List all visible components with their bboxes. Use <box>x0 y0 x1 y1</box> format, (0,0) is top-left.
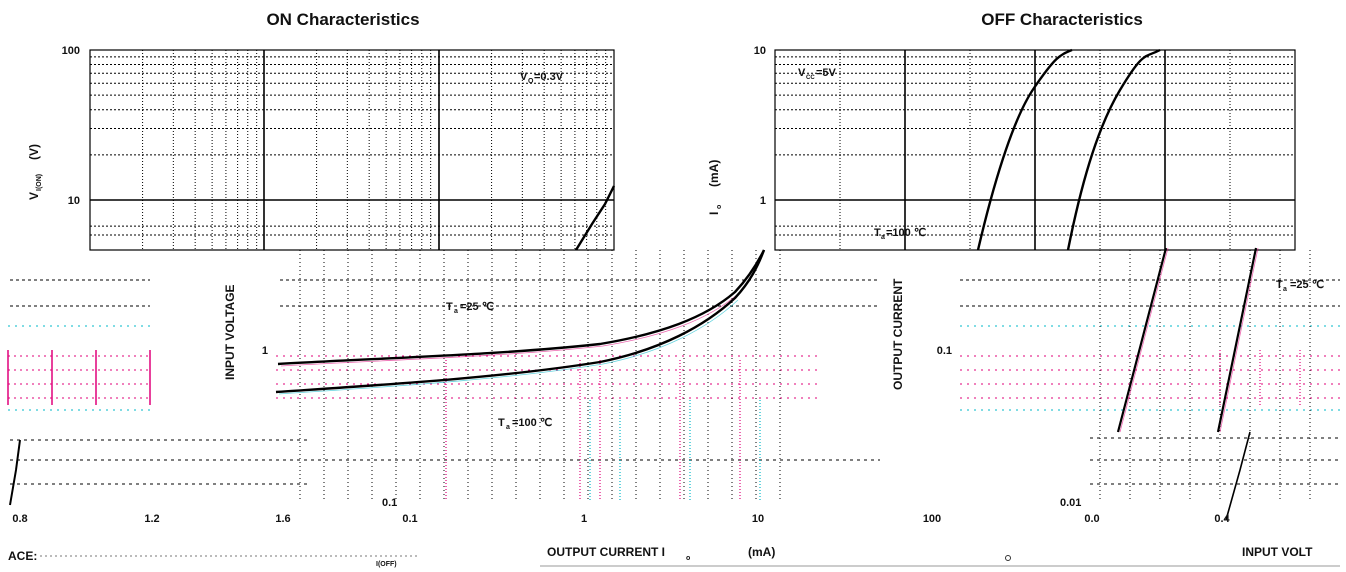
off-curve-ta25-ghost <box>1219 247 1259 433</box>
off-ta25-value: =25 ℃ <box>1290 279 1324 291</box>
on-xlabel-unit: (mA) <box>748 545 775 559</box>
bottom-dot <box>1005 555 1011 561</box>
middle-band: INPUT VOLTAGE OUTPUT CURRENT 1 0.1 0.1 0… <box>7 247 1340 521</box>
on-vo-sub: O <box>528 78 534 85</box>
mid-grid <box>7 250 1340 500</box>
off-curve-ta25 <box>1066 48 1161 251</box>
off-curve-ta100-lower <box>1116 247 1168 433</box>
off-ylabel-unit: (mA) <box>707 160 721 187</box>
on-chart: ON Characteristics 100 10 V I(ON) (V) V … <box>27 10 616 251</box>
on-ytick-label: 100 <box>62 45 80 57</box>
off-ta100-sub: a <box>881 234 885 241</box>
on-ylabel-vertical: INPUT VOLTAGE <box>223 284 237 380</box>
off-ytick-label: 0.01 <box>1060 497 1081 509</box>
on-ylabel: V I(ON) (V) <box>27 144 43 200</box>
on-ta25-value: =25 ℃ <box>460 301 494 313</box>
off-vcc-annotation: V CC =5V <box>798 67 837 81</box>
on-ta100-symbol: T <box>498 417 505 429</box>
on-ylabel-symbol: V <box>27 192 41 200</box>
on-xlabel-text: OUTPUT CURRENT I <box>547 545 665 559</box>
on-xtick-label: 10 <box>752 513 764 525</box>
off-ta100-symbol: T <box>874 227 881 239</box>
bottom-labels: ACE: I(OFF) OUTPUT CURRENT I o (mA) INPU… <box>8 545 1340 568</box>
off-xtick-label: 0.4 <box>1214 513 1230 525</box>
off-xlabel-text: INPUT VOLT <box>1242 545 1313 559</box>
off-vcc-value: =5V <box>816 67 837 79</box>
off-curve-ta100-ghost <box>1119 247 1169 433</box>
on-ylabel-sub: I(ON) <box>36 174 43 191</box>
off-ylabel-sub: o <box>716 205 723 209</box>
on-ytick-label: 1 <box>262 345 268 357</box>
on-xlabel: OUTPUT CURRENT I o (mA) <box>547 545 775 562</box>
off-ta100-value: =100 ℃ <box>886 227 926 239</box>
on-ylabel-unit: (V) <box>27 144 41 160</box>
left-xtick-label: 1.6 <box>275 513 290 525</box>
off-chart-title: OFF Characteristics <box>981 10 1143 29</box>
on-curve-ta100 <box>275 249 766 394</box>
on-xtick-label: 100 <box>923 513 941 525</box>
on-curve-top <box>574 185 616 251</box>
on-ta100-value: =100 ℃ <box>512 417 552 429</box>
on-grid <box>90 50 614 250</box>
off-ytick-label: 10 <box>754 45 766 57</box>
on-curve-ta25-ghost <box>280 293 739 367</box>
off-curve-ta25-lower <box>1216 247 1258 433</box>
off-chart: OFF Characteristics 10 1 I o (mA) V CC =… <box>707 10 1296 251</box>
left-xlabel-fragment: ACE: <box>8 549 37 563</box>
on-xtick-label: 1 <box>581 513 587 525</box>
off-ta25-symbol: T <box>1276 279 1283 291</box>
on-xtick-label: 0.1 <box>402 513 417 525</box>
off-ta25-sub: a <box>1283 286 1287 293</box>
off-vcc-symbol: V <box>798 67 806 79</box>
on-vo-symbol: V <box>520 71 528 83</box>
off-ylabel-vertical: OUTPUT CURRENT <box>891 278 905 390</box>
off-ta25-annotation: T a =25 ℃ <box>1276 279 1324 293</box>
on-chart-title: ON Characteristics <box>266 10 419 29</box>
on-ta25-annotation: T a =25 ℃ <box>446 301 494 315</box>
on-plot-frame <box>89 49 615 251</box>
on-ta100-annotation: T a =100 ℃ <box>498 417 552 431</box>
on-ytick-label: 0.1 <box>382 497 397 509</box>
on-ta25-sub: a <box>454 308 458 315</box>
bottom-ticks: 0.8 1.2 1.6 0.1 1 10 100 0.0 0.4 <box>12 513 1230 525</box>
off-ta100-annotation: T a =100 ℃ <box>874 227 926 241</box>
on-ta25-symbol: T <box>446 301 453 313</box>
off-curve-fragment <box>1225 431 1251 521</box>
on-curve-ta25 <box>277 249 766 366</box>
on-ytick-label: 10 <box>68 195 80 207</box>
on-vo-annotation: V O =0.3V <box>520 71 564 85</box>
on-xlabel-sub: o <box>686 555 690 562</box>
off-ytick-label: 0.1 <box>937 345 952 357</box>
off-ylabel: I o (mA) <box>707 160 723 215</box>
off-xtick-label: 0.0 <box>1084 513 1099 525</box>
off-ytick-label: 1 <box>760 195 766 207</box>
on-curve-ta100-ghost <box>278 299 739 395</box>
on-ta100-sub: a <box>506 424 510 431</box>
left-curve-fragment <box>9 439 21 506</box>
on-vo-value: =0.3V <box>534 71 564 83</box>
left-xtick-label: 0.8 <box>12 513 27 525</box>
off-curve-ta100 <box>976 48 1073 251</box>
off-ylabel-symbol: I <box>707 212 721 215</box>
off-vcc-sub: CC <box>806 75 815 81</box>
left-xtick-label: 1.2 <box>144 513 159 525</box>
off-current-subscript: I(OFF) <box>376 561 397 568</box>
